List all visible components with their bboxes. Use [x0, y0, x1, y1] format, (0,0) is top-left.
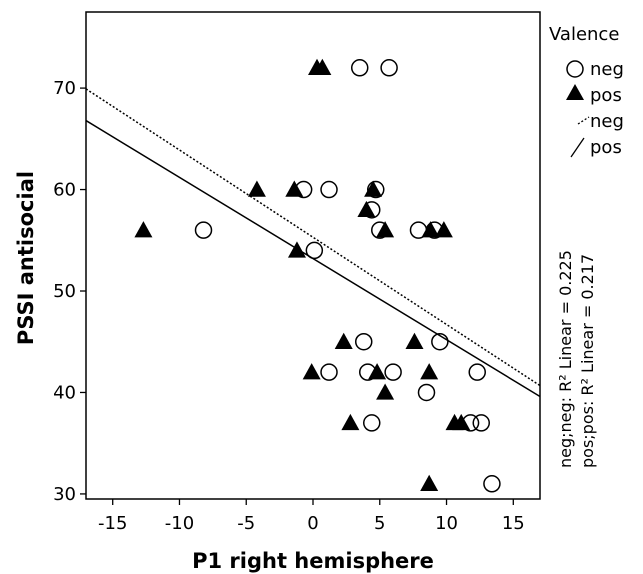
point-pos: [364, 180, 383, 197]
point-neg: [354, 332, 373, 351]
fit-annotation-neg: neg;neg: R² Linear = 0.225: [556, 250, 575, 468]
point-pos: [247, 180, 266, 197]
point-pos: [357, 200, 376, 218]
fit-annotation-pos: pos;pos: R² Linear = 0.217: [578, 254, 597, 468]
point-pos: [434, 221, 453, 238]
point-pos: [134, 221, 153, 238]
point-pos: [405, 332, 424, 349]
legend-label-pos-line: pos: [590, 137, 622, 158]
point-pos: [420, 363, 439, 380]
point-neg: [380, 59, 398, 77]
x-tick-label: -5: [237, 513, 255, 534]
y-axis-title: PSSI antisocial: [14, 171, 38, 345]
point-pos: [368, 363, 387, 380]
point-pos: [313, 58, 332, 76]
y-tick-label: 70: [53, 78, 76, 99]
point-pos: [376, 383, 395, 400]
x-tick-label: 10: [435, 513, 458, 534]
point-neg: [417, 383, 436, 402]
x-tick-label: 5: [374, 513, 385, 534]
legend-label-neg-marker: neg: [590, 59, 624, 80]
point-pos: [287, 241, 306, 258]
y-tick-label: 30: [53, 484, 76, 505]
point-neg: [320, 180, 338, 199]
point-pos: [341, 413, 360, 431]
plot-frame: [85, 11, 541, 500]
x-tick-label: -10: [165, 513, 194, 534]
x-tick-label: -15: [98, 513, 127, 534]
legend-label-pos-marker: pos: [590, 85, 622, 106]
point-neg: [194, 221, 213, 239]
y-tick-label: 50: [53, 281, 76, 302]
legend-title: Valence: [549, 24, 619, 45]
point-pos: [420, 474, 439, 491]
fit-annotations: neg;neg: R² Linear = 0.225 pos;pos: R² L…: [556, 250, 597, 468]
point-neg: [384, 363, 402, 381]
point-neg: [468, 363, 486, 381]
plot-area: [85, 11, 541, 500]
point-pos: [302, 363, 321, 380]
point-pos: [376, 221, 395, 238]
legend: Valence neg pos neg pos: [549, 24, 624, 158]
point-neg: [431, 332, 449, 351]
x-tick-label: 15: [502, 513, 525, 534]
y-axis: 30 40 50 60 70: [53, 78, 86, 505]
point-pos: [452, 413, 471, 431]
point-pos: [285, 180, 304, 197]
y-tick-label: 60: [53, 180, 76, 201]
point-pos: [334, 332, 353, 349]
point-neg: [367, 180, 385, 199]
data-points: [134, 58, 501, 493]
point-neg: [472, 414, 490, 432]
legend-label-neg-line: neg: [590, 111, 624, 132]
point-neg: [363, 414, 381, 432]
legend-symbol-pos-marker: [566, 84, 584, 100]
x-axis: -15 -10 -5 0 5 10 15: [98, 499, 525, 534]
y-tick-label: 40: [53, 382, 76, 403]
legend-symbol-pos-line: [570, 137, 585, 158]
legend-symbol-neg-line: [577, 116, 590, 125]
point-neg: [483, 475, 501, 493]
point-neg: [320, 363, 338, 381]
point-neg: [350, 59, 369, 77]
x-axis-title: P1 right hemisphere: [192, 549, 434, 573]
point-pos: [421, 221, 440, 238]
legend-symbol-neg-marker: [566, 60, 584, 78]
point-neg: [305, 241, 324, 260]
x-tick-label: 0: [307, 513, 318, 534]
